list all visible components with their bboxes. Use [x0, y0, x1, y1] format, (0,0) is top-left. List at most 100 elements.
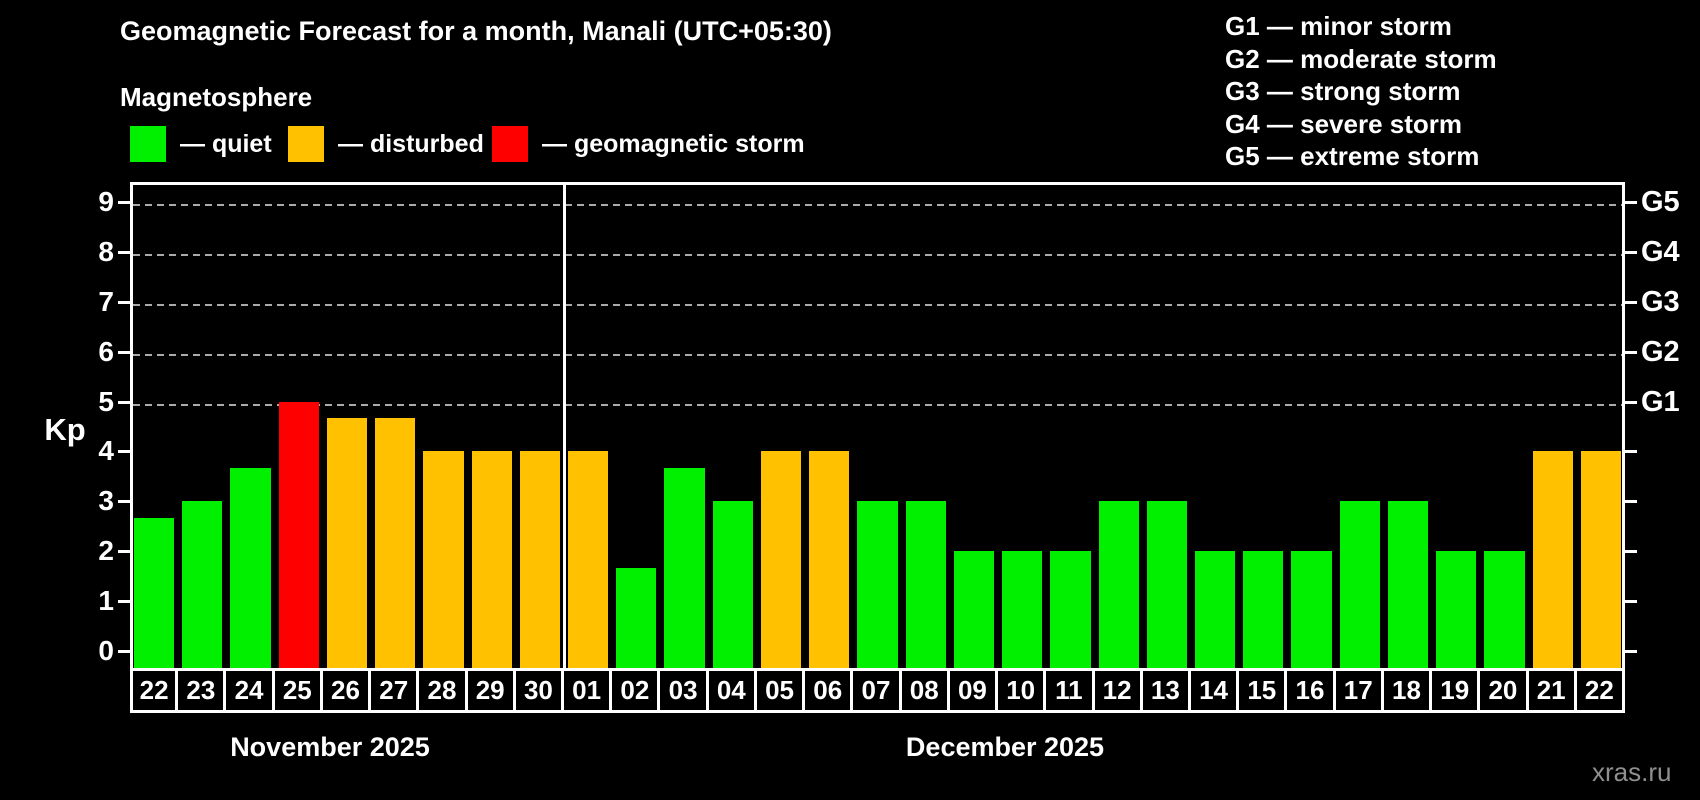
gridline-kp-6: [133, 353, 1622, 356]
g-label-g4: G4: [1641, 235, 1680, 268]
date-cell-nov-23: 23: [175, 668, 227, 713]
date-cell-dec-19: 19: [1429, 668, 1481, 713]
kp-bar-nov-23: [182, 501, 223, 668]
kp-tick-2: [118, 550, 130, 554]
kp-bar-dec-05: [760, 451, 802, 668]
date-cell-dec-20: 20: [1477, 668, 1529, 713]
kp-bar-nov-24: [230, 467, 271, 668]
quiet-swatch-icon: [130, 126, 166, 162]
legend-label-disturbed: — disturbed: [338, 130, 484, 158]
storm-scale-line-5: G5 — extreme storm: [1225, 141, 1480, 171]
date-cell-dec-13: 13: [1139, 668, 1191, 713]
kp-bar-dec-21: [1532, 451, 1573, 668]
kp-bar-nov-25: [278, 401, 319, 668]
legend-label-quiet: — quiet: [180, 130, 272, 158]
magnetosphere-label: Magnetosphere: [120, 82, 313, 112]
kp-axis-label: Kp: [44, 412, 86, 447]
storm-scale-line-4: G4 — severe storm: [1225, 108, 1463, 139]
date-cell-dec-01: 01: [561, 668, 613, 713]
kp-bar-dec-04: [712, 501, 753, 668]
kp-bar-dec-07: [857, 501, 898, 668]
kp-bar-dec-17: [1339, 501, 1380, 668]
date-cell-nov-29: 29: [464, 668, 516, 713]
storm-swatch-icon: [492, 126, 528, 162]
kp-bar-nov-30: [519, 451, 561, 668]
kp-tick-label-1: 1: [98, 585, 114, 617]
date-cell-dec-18: 18: [1380, 668, 1433, 713]
right-tick-6: [1625, 350, 1637, 354]
right-tick-2: [1625, 550, 1637, 554]
g-label-g3: G3: [1641, 285, 1680, 318]
kp-tick-5: [118, 400, 130, 404]
kp-tick-label-6: 6: [98, 335, 114, 367]
date-cell-dec-05: 05: [753, 668, 806, 713]
date-cell-dec-10: 10: [995, 668, 1047, 713]
date-cell-nov-27: 27: [368, 668, 420, 713]
kp-bar-dec-15: [1243, 551, 1284, 668]
right-tick-4: [1625, 450, 1637, 454]
kp-tick-7: [118, 300, 130, 304]
watermark: xras.ru: [1592, 757, 1672, 787]
gridline-kp-9: [133, 203, 1622, 206]
right-tick-3: [1625, 500, 1637, 504]
kp-bar-dec-18: [1387, 501, 1429, 668]
kp-tick-3: [118, 500, 130, 504]
month-label-dec: December 2025: [905, 732, 1105, 762]
chart-title: Geomagnetic Forecast for a month, Manali…: [120, 16, 832, 46]
date-cell-dec-17: 17: [1332, 668, 1384, 713]
kp-bar-dec-20: [1484, 551, 1525, 668]
kp-tick-label-4: 4: [98, 435, 114, 467]
kp-bar-nov-27: [375, 417, 416, 668]
kp-bar-dec-06: [809, 451, 850, 668]
date-cell-dec-15: 15: [1236, 668, 1288, 713]
kp-bar-dec-12: [1098, 501, 1139, 668]
legend-label-storm: — geomagnetic storm: [542, 130, 805, 158]
kp-bar-dec-22: [1580, 451, 1621, 668]
date-cell-dec-22: 22: [1573, 668, 1625, 713]
g-label-g2: G2: [1641, 335, 1680, 368]
date-cell-dec-09: 09: [946, 668, 999, 713]
date-cell-dec-04: 04: [705, 668, 757, 713]
kp-bar-dec-03: [664, 467, 705, 668]
right-tick-8: [1625, 250, 1637, 254]
date-cell-nov-30: 30: [512, 668, 565, 713]
gridline-kp-8: [133, 253, 1622, 256]
date-cell-nov-28: 28: [416, 668, 468, 713]
kp-tick-label-8: 8: [98, 235, 114, 267]
kp-tick-8: [118, 250, 130, 254]
date-cell-dec-03: 03: [657, 668, 709, 713]
date-cell-nov-26: 26: [319, 668, 372, 713]
storm-scale-line-3: G3 — strong storm: [1225, 76, 1461, 106]
kp-tick-1: [118, 600, 130, 604]
date-cell-nov-22: 22: [130, 668, 179, 713]
right-tick-1: [1625, 600, 1637, 604]
kp-bar-nov-29: [471, 451, 512, 668]
gridline-kp-5: [133, 403, 1622, 406]
storm-scale-line-1: G1 — minor storm: [1225, 11, 1452, 41]
kp-bar-dec-09: [953, 551, 995, 668]
kp-tick-label-7: 7: [98, 285, 114, 317]
right-tick-7: [1625, 300, 1637, 304]
date-cell-dec-08: 08: [898, 668, 950, 713]
g-label-g1: G1: [1641, 385, 1680, 418]
kp-tick-label-3: 3: [98, 485, 114, 517]
g-label-g5: G5: [1641, 185, 1680, 218]
kp-bar-nov-22: [134, 517, 175, 668]
gridline-kp-7: [133, 303, 1622, 306]
date-axis: 22 23 24 25 26 27 28 29 30 01 02 03 04 05 06 07 08 09 10 11…: [130, 668, 1625, 713]
date-cell-dec-16: 16: [1284, 668, 1336, 713]
date-cell-dec-14: 14: [1187, 668, 1240, 713]
kp-bar-dec-01: [568, 451, 609, 668]
kp-tick-0: [118, 650, 130, 653]
date-cell-nov-24: 24: [223, 668, 275, 713]
kp-bar-dec-19: [1436, 551, 1477, 668]
date-cell-dec-07: 07: [850, 668, 902, 713]
kp-bar-dec-13: [1146, 501, 1187, 668]
magnetosphere-legend: — quiet — disturbed — geomagnetic storm: [0, 124, 1100, 164]
kp-bar-dec-14: [1194, 551, 1236, 668]
storm-scale-line-2: G2 — moderate storm: [1225, 43, 1497, 74]
kp-bar-dec-10: [1002, 551, 1043, 668]
disturbed-swatch-icon: [288, 126, 324, 162]
right-tick-0: [1625, 650, 1637, 653]
